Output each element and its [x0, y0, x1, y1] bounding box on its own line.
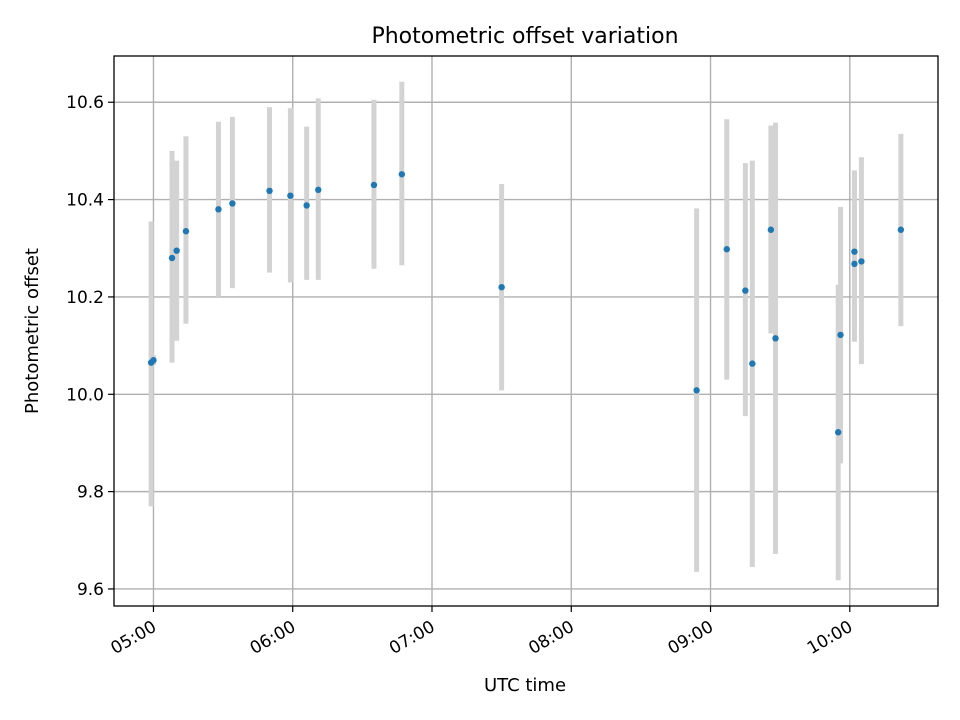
x-tick-label: 05:00	[108, 617, 160, 659]
x-tick-label: 08:00	[525, 617, 577, 659]
data-point	[834, 429, 842, 436]
data-point	[498, 283, 505, 291]
x-axis-label: UTC time	[484, 675, 566, 696]
data-point	[837, 331, 844, 339]
data-point	[742, 287, 749, 294]
data-point	[897, 226, 905, 233]
plot-frame	[113, 55, 939, 607]
x-tick-label: 10:00	[804, 617, 856, 659]
y-tick-label: 10.2	[66, 288, 104, 308]
y-tick-label: 10.0	[66, 385, 104, 405]
data-point	[398, 171, 406, 178]
x-tick-label: 07:00	[386, 617, 438, 659]
data-point	[693, 387, 700, 394]
data-point	[215, 206, 222, 213]
x-axis-ticks: 05:00 06:00 07:00 08:00 09:00 10:00	[108, 606, 856, 659]
data-point	[315, 186, 322, 194]
data-point	[370, 181, 378, 189]
data-point	[182, 228, 190, 235]
y-axis-label: Photometric offset	[22, 248, 43, 414]
data-points	[147, 171, 905, 436]
data-point	[229, 200, 236, 207]
data-point	[851, 248, 858, 255]
data-point	[723, 246, 730, 253]
chart-title: Photometric offset variation	[371, 24, 678, 49]
y-tick-label: 10.6	[66, 93, 104, 113]
grid-lines	[114, 56, 938, 606]
data-point	[150, 357, 157, 364]
data-point	[858, 258, 865, 265]
data-point	[173, 247, 180, 254]
data-point	[749, 360, 756, 367]
x-tick-label: 06:00	[247, 617, 299, 659]
y-tick-label: 10.4	[66, 191, 104, 211]
data-point	[266, 187, 273, 195]
error-bars	[148, 81, 904, 581]
y-tick-label: 9.8	[77, 483, 104, 503]
data-point	[303, 202, 310, 209]
y-axis-ticks: 9.6 9.8 10.0 10.2 10.4 10.6	[66, 93, 114, 600]
data-point	[772, 335, 779, 342]
data-point	[851, 260, 858, 268]
data-point	[287, 192, 294, 199]
x-tick-label: 09:00	[665, 617, 717, 659]
data-point	[767, 226, 775, 233]
data-point	[168, 254, 176, 262]
y-tick-label: 9.6	[77, 580, 104, 600]
